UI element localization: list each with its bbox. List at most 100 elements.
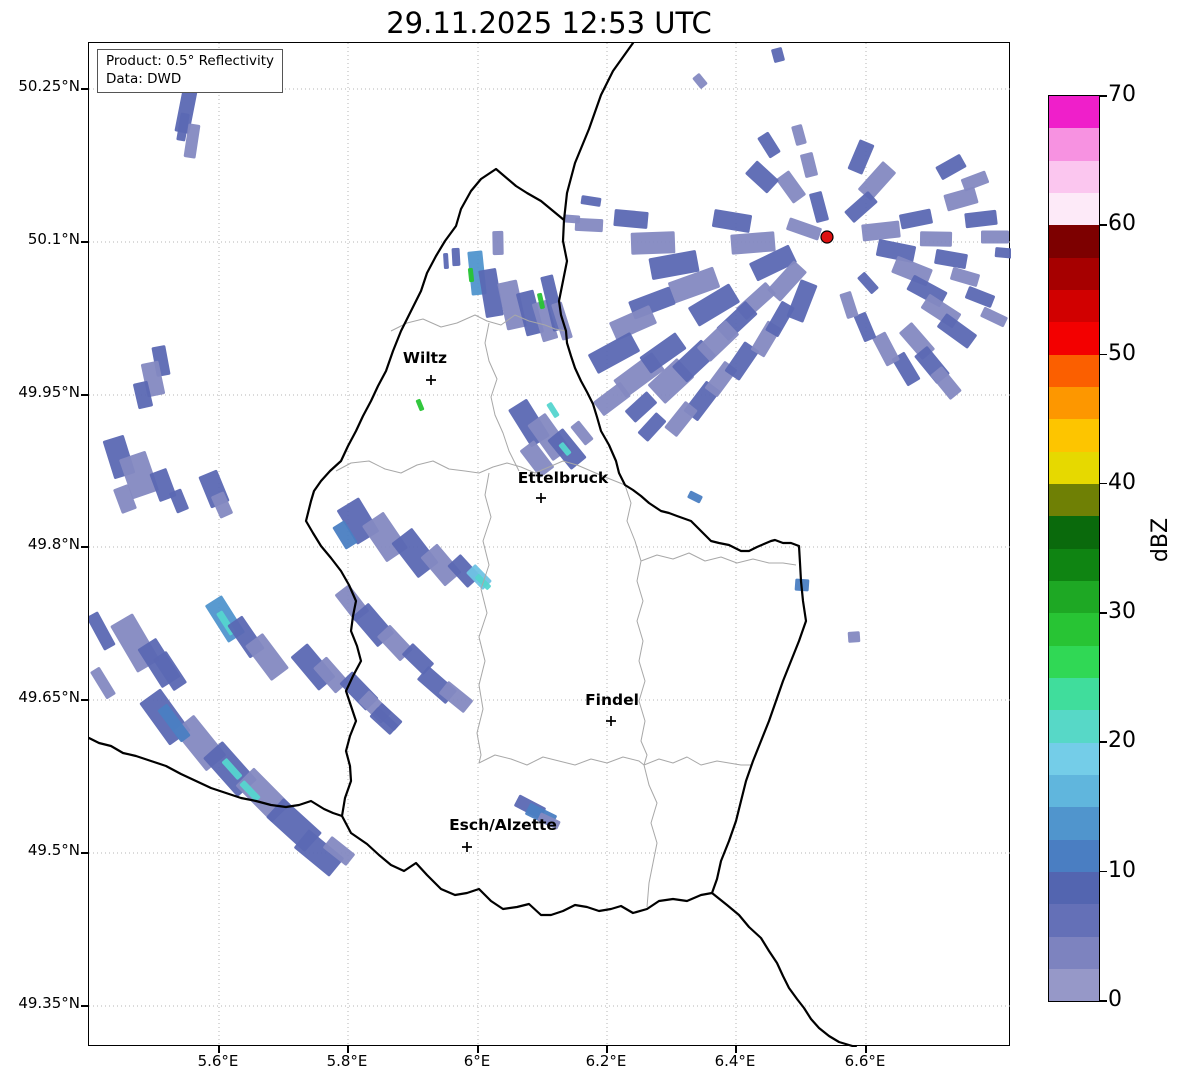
lon-tick-mark [477,1046,479,1053]
lat-tick-label: 49.8°N [27,535,80,553]
country-border-france-germany [710,891,858,1047]
colorbar-band [1049,483,1099,517]
echo-cell [153,651,187,691]
city-marker-layer: Wiltz Ettelbruck Findel Esch/Alzette [403,349,639,852]
district-border [636,560,648,766]
country-border-france-belgium [89,736,344,818]
city-label: Wiltz [403,349,447,367]
colorbar-tick-label: 70 [1108,82,1136,107]
lon-tick-label: 6°E [463,1052,491,1070]
gridline-layer [89,43,1011,1047]
echo-cell [749,244,797,282]
colorbar-tick-label: 60 [1108,211,1136,237]
district-border [643,764,658,908]
info-product: Product: 0.5° Reflectivity [106,53,274,69]
lon-tick-label: 6.6°E [844,1052,886,1070]
lon-tick-label: 6.2°E [585,1052,627,1070]
echo-cell [858,161,896,201]
echo-cell [113,484,137,514]
lat-tick-mark [81,546,88,548]
colorbar-band [1049,548,1099,581]
colorbar-tick-mark [1100,482,1107,485]
echo-cell [899,208,933,230]
colorbar-tick-mark [1100,612,1107,614]
lon-tick-mark [865,1046,867,1053]
lon-tick-mark [218,1046,220,1053]
echo-cell [688,283,740,327]
echo-cell [516,289,544,337]
city-cross-marker [462,842,472,852]
colorbar-tick-mark [1100,1000,1107,1002]
district-border [484,322,520,472]
echo-cell [697,320,739,362]
echo-cell [891,256,933,286]
echo-cell [630,231,676,255]
echo-cell [90,667,116,699]
echo-cell [943,186,979,212]
echo-cell [609,305,657,341]
echo-cell [994,247,1011,259]
colorbar-band [1049,710,1099,743]
echo-cell [478,268,504,318]
echo-cell [960,170,990,192]
echo-cell [668,266,720,304]
country-border-layer [89,43,858,1047]
echo-cell [497,279,527,331]
echo-cell [537,292,545,310]
echo-cell [692,73,708,89]
echo-cell [323,836,355,866]
echo-cell [786,217,822,241]
colorbar-band [1049,936,1099,969]
lat-tick-label: 50.25°N [18,77,80,95]
echo-cell [847,631,861,643]
colorbar-tick-label: 20 [1108,728,1136,754]
echo-cell [402,643,434,675]
echo-cell [935,154,967,180]
echo-cell [133,380,153,410]
lat-tick-mark [81,394,88,396]
city-cross-marker [536,493,546,503]
echo-cell [443,252,449,270]
echo-cell [89,611,116,651]
colorbar-tick-label: 10 [1108,857,1136,883]
echo-cell [937,313,977,349]
echo-cell [950,267,980,287]
echo-cell [854,312,876,342]
info-data-source: Data: DWD [106,70,182,87]
echo-cell [757,131,781,159]
lat-tick-mark [81,1005,88,1007]
info-box: Product: 0.5° Reflectivity Data: DWD [97,49,283,94]
echo-cell [800,152,818,178]
echo-cell [570,420,594,446]
lat-tick-label: 49.65°N [18,688,80,706]
district-border [624,484,642,562]
colorbar-tick-mark [1100,741,1107,744]
colorbar-band [1049,322,1099,355]
echo-cell [574,217,604,233]
lat-tick-mark [81,241,88,243]
colorbar-band [1049,807,1099,840]
colorbar-band [1049,386,1099,420]
colorbar-tick-mark [1100,224,1107,226]
lon-tick-mark [735,1046,737,1053]
echo-cell [776,170,806,204]
district-border [390,314,567,332]
colorbar-band [1049,677,1099,711]
echo-cell [537,812,561,830]
echo-cell [558,442,572,456]
echo-cell [767,260,807,302]
colorbar-band [1049,289,1099,323]
colorbar-band [1049,968,1099,1002]
echo-cell [637,412,667,442]
colorbar-band [1049,742,1099,775]
colorbar-band [1049,128,1099,161]
echo-cell [157,703,191,743]
echo-cell [369,707,399,735]
echo-cell [451,247,461,267]
echo-cell [447,554,481,588]
city-label: Esch/Alzette [449,816,557,834]
echo-cell [872,331,900,367]
map-plot: Wiltz Ettelbruck Findel Esch/Alzette Produc… [88,42,1011,1047]
echo-cell [415,398,425,412]
